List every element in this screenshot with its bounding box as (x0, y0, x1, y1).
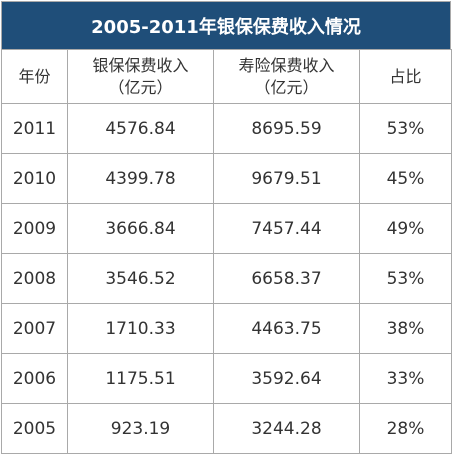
cell-life-premium: 8695.59 (213, 103, 360, 154)
cell-bank-premium: 4399.78 (67, 153, 214, 204)
table-header: 年份 银保保费收入 （亿元） 寿险保费收入 （亿元） 占比 (1, 49, 452, 104)
table-row: 2006 1175.51 3592.64 33% (1, 353, 452, 404)
cell-life-premium: 6658.37 (213, 253, 360, 304)
table-row: 2010 4399.78 9679.51 45% (1, 153, 452, 204)
cell-year: 2010 (1, 153, 68, 204)
cell-life-premium: 4463.75 (213, 303, 360, 354)
cell-year: 2008 (1, 253, 68, 304)
cell-life-premium: 3244.28 (213, 403, 360, 454)
table-row: 2011 4576.84 8695.59 53% (1, 103, 452, 154)
table-body: 2011 4576.84 8695.59 53% 2010 4399.78 96… (1, 103, 452, 454)
table-row: 2008 3546.52 6658.37 53% (1, 253, 452, 304)
cell-bank-premium: 3666.84 (67, 203, 214, 254)
cell-share: 33% (359, 353, 452, 404)
cell-bank-premium: 923.19 (67, 403, 214, 454)
header-bank-label: 银保保费收入 (92, 55, 189, 75)
cell-share: 49% (359, 203, 452, 254)
table-row: 2005 923.19 3244.28 28% (1, 403, 452, 454)
header-life-premium: 寿险保费收入 （亿元） (213, 49, 360, 104)
premium-table: 年份 银保保费收入 （亿元） 寿险保费收入 （亿元） 占比 2011 4576.… (1, 49, 452, 454)
cell-year: 2011 (1, 103, 68, 154)
cell-share: 28% (359, 403, 452, 454)
header-bank-premium: 银保保费收入 （亿元） (67, 49, 214, 104)
cell-year: 2009 (1, 203, 68, 254)
cell-share: 45% (359, 153, 452, 204)
header-share-label: 占比 (389, 66, 422, 86)
table-title: 2005-2011年银保保费收入情况 (1, 1, 451, 49)
cell-share: 53% (359, 253, 452, 304)
cell-year: 2006 (1, 353, 68, 404)
cell-bank-premium: 1175.51 (67, 353, 214, 404)
cell-share: 38% (359, 303, 452, 354)
table-row: 2009 3666.84 7457.44 49% (1, 203, 452, 254)
header-bank-unit: （亿元） (108, 77, 173, 97)
header-life-unit: （亿元） (254, 77, 319, 97)
header-life-label: 寿险保费收入 (238, 55, 335, 75)
cell-life-premium: 3592.64 (213, 353, 360, 404)
cell-bank-premium: 4576.84 (67, 103, 214, 154)
cell-year: 2005 (1, 403, 68, 454)
header-year-label: 年份 (18, 66, 51, 86)
header-row: 年份 银保保费收入 （亿元） 寿险保费收入 （亿元） 占比 (1, 49, 452, 104)
cell-bank-premium: 3546.52 (67, 253, 214, 304)
cell-bank-premium: 1710.33 (67, 303, 214, 354)
header-share: 占比 (359, 49, 452, 104)
table-row: 2007 1710.33 4463.75 38% (1, 303, 452, 354)
cell-share: 53% (359, 103, 452, 154)
cell-year: 2007 (1, 303, 68, 354)
header-year: 年份 (1, 49, 68, 104)
cell-life-premium: 7457.44 (213, 203, 360, 254)
cell-life-premium: 9679.51 (213, 153, 360, 204)
